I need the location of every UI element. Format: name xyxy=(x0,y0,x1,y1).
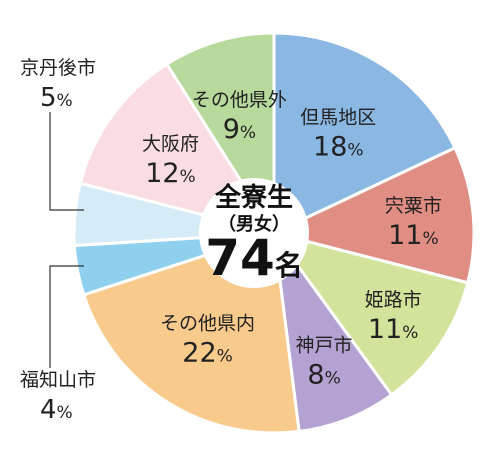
pie-slice-4 xyxy=(272,232,394,434)
slice-label-name: 神戸市 xyxy=(296,334,353,356)
slice-label-name: 宍粟市 xyxy=(385,195,442,217)
pie-slice-3 xyxy=(270,230,470,397)
pie-slice-1 xyxy=(272,31,457,236)
slice-label-value: 11% xyxy=(388,220,439,251)
center-total: 74名 xyxy=(205,229,303,287)
slice-label-value: 5% xyxy=(40,83,73,113)
slice-label-name: その他県外 xyxy=(192,89,287,111)
slice-label-name: 京丹後市 xyxy=(20,57,96,79)
slice-label-value: 12% xyxy=(145,158,196,189)
slice-label-value: 8% xyxy=(307,359,340,390)
center-title: 全寮生 xyxy=(214,182,293,213)
slice-label-name: 但馬地区 xyxy=(300,107,376,129)
slice-label-value: 22% xyxy=(182,338,233,369)
slice-label-name: 大阪府 xyxy=(142,133,199,155)
slice-label-value: 11% xyxy=(368,314,419,345)
leader-line-fukuchiyama xyxy=(49,265,84,368)
leader-line-kyotango xyxy=(49,112,84,211)
slice-labels: 但馬地区 18% 宍粟市 11% 姫路市 11% 神戸市 8% その他県内 22% 福知山市 4% 京丹… xyxy=(20,57,442,425)
slice-label-value: 18% xyxy=(313,132,364,163)
slice-label-value: 9% xyxy=(223,114,256,145)
slice-label-name: その他県内 xyxy=(160,313,255,335)
center-subtitle: （男女） xyxy=(218,213,290,235)
pie-slices xyxy=(72,31,476,435)
center-total-value: 74 xyxy=(205,229,275,287)
pie-slice-2 xyxy=(269,145,476,285)
slice-label-name: 福知山市 xyxy=(20,369,96,391)
slice-label-name: 姫路市 xyxy=(365,289,422,311)
slice-label-value: 4% xyxy=(40,395,73,425)
center-hole xyxy=(199,178,309,288)
center-total-unit: 名 xyxy=(275,249,303,282)
